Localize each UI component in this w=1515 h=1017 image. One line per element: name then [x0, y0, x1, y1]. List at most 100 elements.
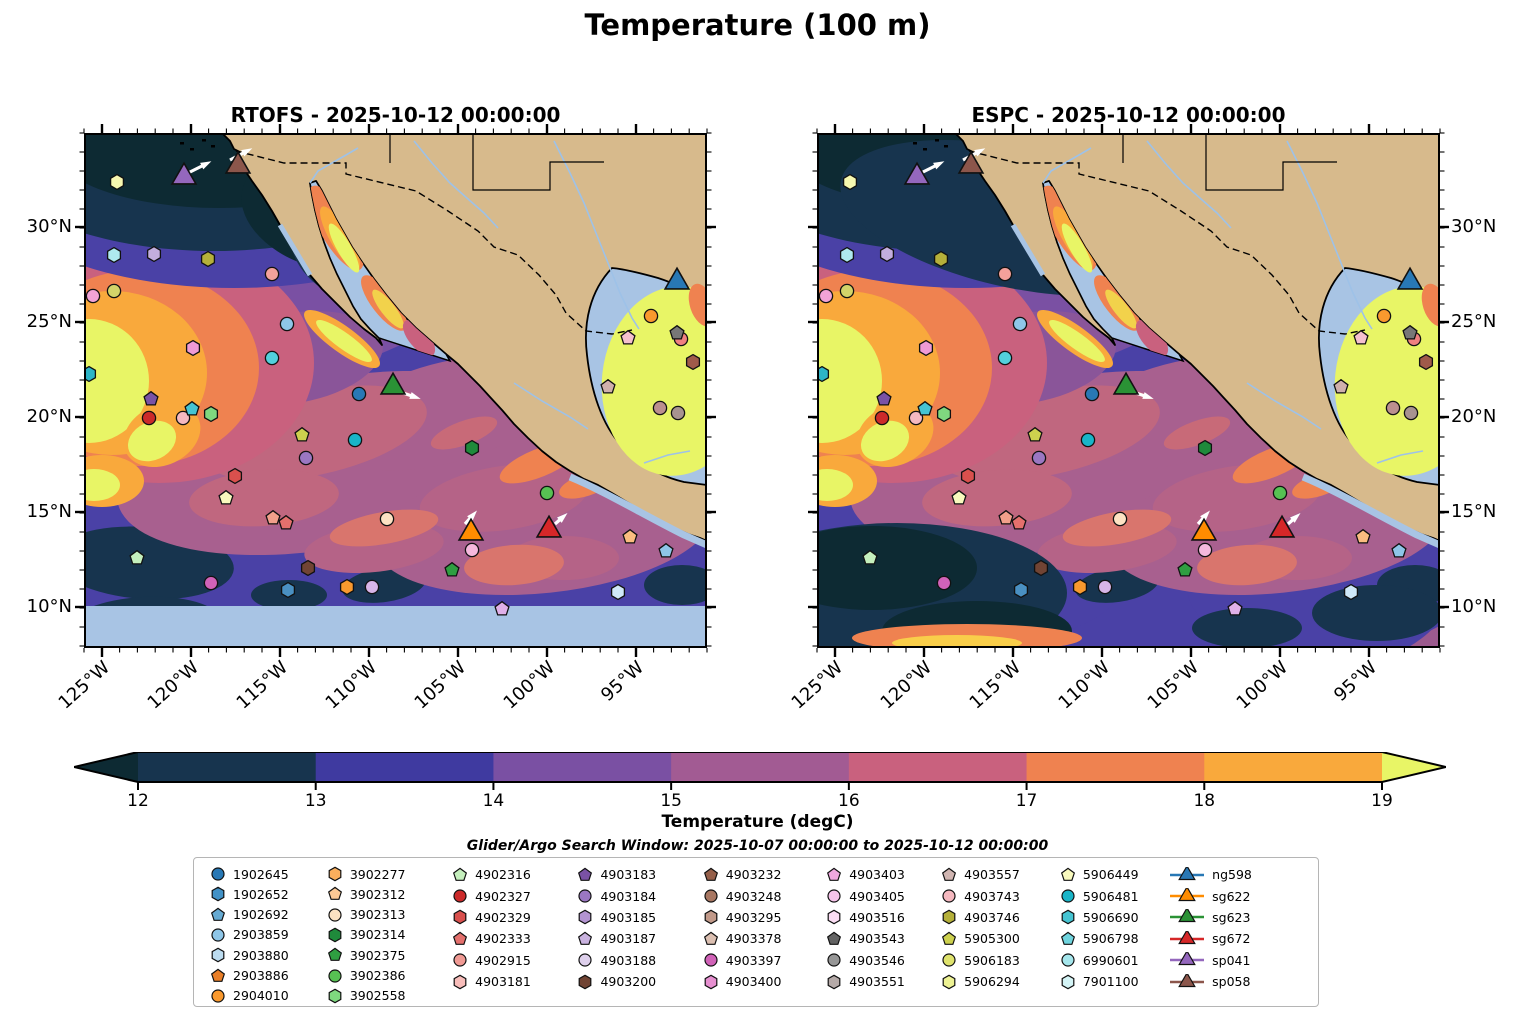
float-marker-icon: [942, 931, 957, 945]
argo-float-marker: [347, 432, 363, 448]
legend-entry-label: 4903551: [849, 974, 905, 990]
float-marker-icon: [328, 988, 342, 1004]
argo-float-marker: [106, 246, 122, 264]
argo-float-marker: [1033, 559, 1049, 577]
glider-marker: [663, 266, 691, 290]
map-canvas-rtofs: [84, 133, 707, 648]
float-marker-icon: [211, 928, 225, 942]
float-marker-icon: [328, 927, 342, 943]
argo-float-marker: [874, 410, 890, 426]
argo-float-marker: [997, 266, 1013, 282]
float-marker-icon: [1060, 867, 1075, 881]
legend-entry: sg622: [1169, 885, 1318, 906]
lon-axis-label: 105°W: [410, 657, 471, 714]
legend-entry-label: 5906690: [1082, 909, 1139, 925]
legend-entry-label: 1902645: [233, 866, 289, 882]
argo-float-marker: [129, 549, 145, 565]
argo-float-marker: [951, 489, 967, 505]
argo-float-marker: [1197, 439, 1213, 457]
float-marker-icon: [211, 989, 225, 1003]
glider-marker: [457, 517, 485, 541]
legend-entry: 4903743: [941, 885, 1060, 906]
legend-column: 4903232 4903248 4903295 4903378 4903397 49034…: [703, 864, 826, 1006]
float-marker-icon: [328, 866, 342, 882]
legend-entry-label: 4903187: [600, 931, 657, 947]
argo-float-marker: [997, 350, 1013, 366]
colorbar-tick-label: 12: [127, 791, 149, 811]
argo-float-marker: [862, 549, 878, 565]
argo-float-marker: [175, 410, 191, 426]
legend-entry-label: 4903184: [600, 888, 657, 904]
legend-entry-label: 4903185: [600, 909, 657, 925]
legend-entry-label: sp041: [1212, 952, 1251, 968]
argo-float-marker: [960, 467, 976, 485]
float-marker-icon: [703, 931, 718, 945]
glider-track-icon: [1170, 973, 1205, 987]
legend-entry: 4903188: [577, 950, 702, 971]
float-marker-icon: [578, 889, 593, 903]
river: [1286, 140, 1373, 330]
legend-column: 5906449 5906481 5906690 5906798 6990601 79011…: [1060, 864, 1169, 1006]
float-marker-icon: [704, 889, 718, 903]
panel-title-rtofs: RTOFS - 2025-10-12 00:00:00: [230, 103, 561, 127]
lat-axis-label: 10°N: [1451, 596, 1497, 617]
legend-entry: 1902652: [210, 884, 327, 904]
legend-entry: 4903746: [941, 907, 1060, 928]
argo-float-marker: [918, 339, 934, 357]
float-marker-icon: [328, 968, 342, 983]
legend-column: 4903183 4903184 4903185 4903187 4903188 49032…: [577, 864, 702, 1006]
argo-float-marker: [184, 400, 200, 416]
legend-entry: 4903543: [826, 928, 941, 949]
argo-float-marker: [84, 365, 97, 383]
legend-column: 4903403 4903405 4903516 4903543 4903546 49035…: [826, 864, 941, 1006]
glider-track-icon: [1170, 930, 1205, 944]
argo-float-marker: [1353, 329, 1369, 345]
us-mexico-border: [968, 150, 1366, 335]
legend-entry: 5906798: [1060, 928, 1169, 949]
legend-entry: 2903880: [210, 945, 327, 965]
float-marker-icon: [453, 931, 468, 945]
legend-entry: 4903516: [826, 907, 941, 928]
float-marker-icon: [579, 910, 592, 925]
argo-float-marker: [265, 509, 281, 525]
argo-float-marker: [106, 283, 122, 299]
river: [1246, 382, 1322, 430]
lat-axis-label: 25°N: [1451, 311, 1497, 332]
lon-axis-label: 125°W: [787, 657, 848, 714]
legend-entry: 3902375: [327, 945, 452, 965]
legend-entry-label: 4903181: [475, 974, 531, 990]
argo-float-marker: [876, 390, 892, 406]
argo-float-marker: [643, 308, 659, 324]
legend-entry-label: 4903397: [725, 952, 782, 968]
state-borders: [1122, 133, 1337, 191]
legend-entry: ng598: [1169, 864, 1318, 885]
lat-axis-label: 15°N: [26, 501, 72, 522]
lat-axis-label: 15°N: [1451, 501, 1497, 522]
argo-float-marker: [652, 400, 668, 416]
float-marker-icon: [210, 968, 226, 982]
argo-float-marker: [464, 542, 480, 558]
argo-float-marker: [842, 173, 858, 191]
legend: 1902645 1902652 1902692 2903859 2903880 29038…: [193, 857, 1319, 1007]
argo-float-marker: [351, 386, 367, 402]
float-marker-icon: [1061, 889, 1075, 903]
river: [513, 382, 589, 430]
float-marker-icon: [578, 867, 593, 881]
argo-float-marker: [610, 583, 626, 601]
glider-marker: [170, 161, 198, 185]
legend-entry-label: 4903746: [964, 909, 1020, 925]
legend-entry-label: 4903378: [725, 931, 782, 947]
argo-float-marker: [1343, 583, 1359, 601]
argo-float-marker: [936, 575, 952, 591]
argo-float-marker: [1097, 579, 1113, 595]
argo-float-marker: [146, 245, 162, 263]
glider-track-icon: [1170, 866, 1205, 880]
legend-entry: 2903859: [210, 925, 327, 945]
legend-entry: 5906690: [1060, 907, 1169, 928]
legend-entry-label: 2903880: [233, 947, 289, 963]
argo-float-marker: [539, 485, 555, 501]
panel-title-espc: ESPC - 2025-10-12 00:00:00: [971, 103, 1286, 127]
legend-entry-label: 3902386: [349, 968, 406, 984]
glider-marker: [1268, 514, 1296, 538]
